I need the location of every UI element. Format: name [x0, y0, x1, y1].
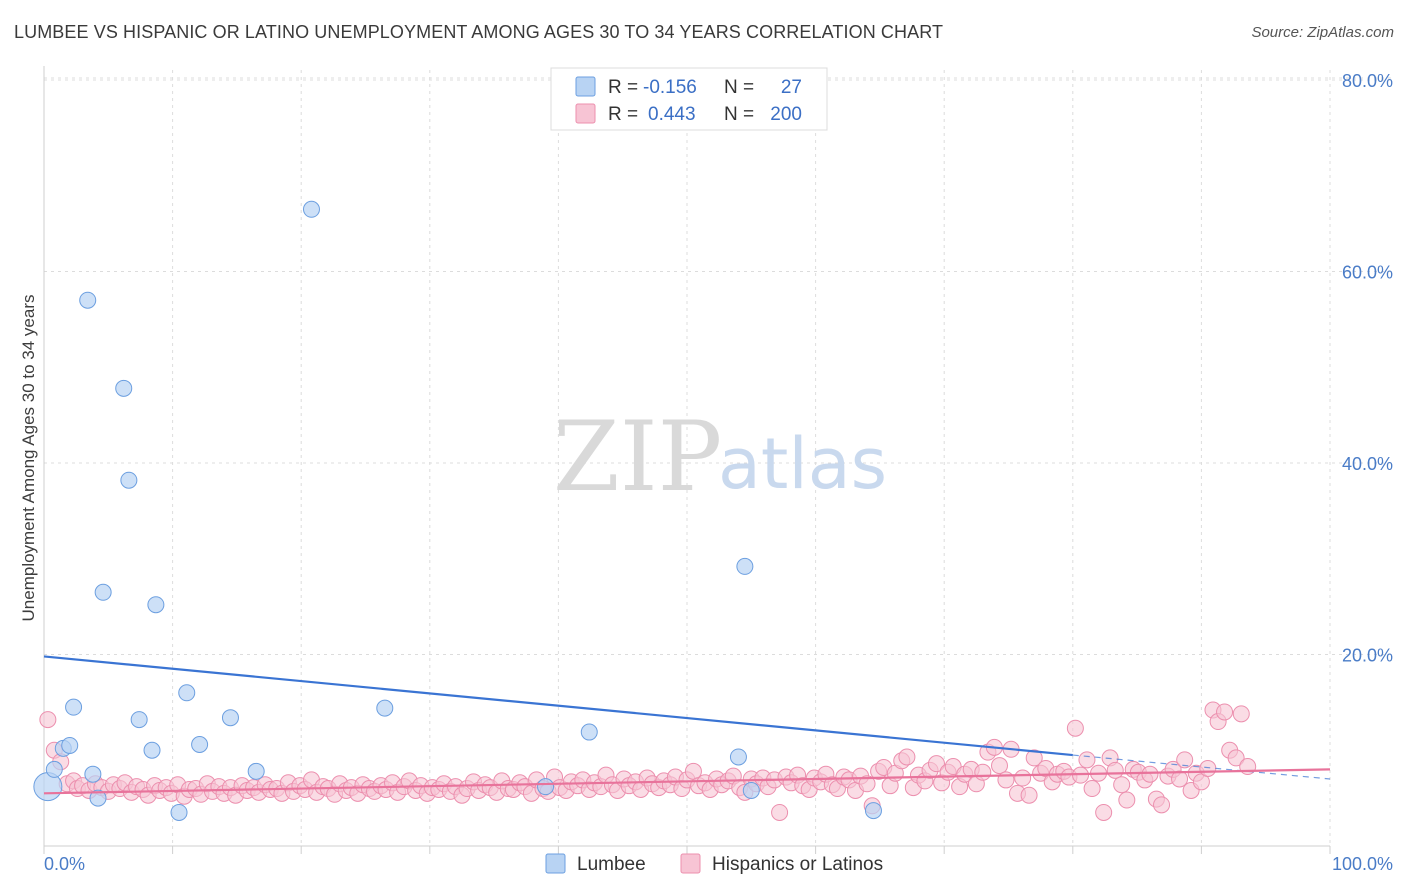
source-credit: Source: ZipAtlas.com	[1251, 24, 1394, 41]
hispanics-point	[1232, 705, 1250, 723]
lumbee-point	[45, 760, 63, 778]
hispanics-point	[858, 775, 876, 793]
lumbee-point	[130, 711, 148, 729]
hispanics-point	[974, 763, 992, 781]
lumbee-point	[247, 762, 265, 780]
stats-legend: R = -0.156 N = 27 R = 0.443 N = 200	[550, 67, 828, 131]
series-lumbee-points	[33, 200, 882, 821]
y-tick-label: 60.0%	[1342, 263, 1393, 283]
hispanics-point	[1095, 803, 1113, 821]
series-legend-label-hispanics: Hispanics or Latinos	[712, 854, 883, 875]
hispanics-point	[1020, 786, 1038, 804]
hispanics-point	[1106, 761, 1124, 779]
series-legend-swatch-lumbee	[545, 853, 566, 874]
hispanics-trend-line	[43, 768, 1331, 795]
lumbee-point	[94, 583, 112, 601]
stats-legend-r-label-hispanics: R =	[608, 104, 638, 125]
trend-lines	[43, 655, 1331, 795]
watermark-atlas: atlas	[718, 423, 887, 505]
stats-legend-n-label-lumbee: N =	[724, 77, 754, 98]
lumbee-point	[120, 471, 138, 489]
hispanics-point	[1227, 749, 1245, 767]
hispanics-point	[990, 757, 1008, 775]
hispanics-point	[1078, 751, 1096, 769]
stats-legend-r-label-lumbee: R =	[608, 77, 638, 98]
stats-legend-swatch-hispanics	[575, 103, 596, 124]
x-tick-labels: 0.0% 100.0%	[44, 854, 1393, 874]
series-legend-swatch-hispanics	[680, 853, 701, 874]
x-tick-label-max: 100.0%	[1332, 854, 1393, 874]
hispanics-point	[1113, 776, 1131, 794]
hispanics-point	[1083, 780, 1101, 798]
hispanics-point	[1153, 796, 1171, 814]
hispanics-point	[1141, 765, 1159, 783]
hispanics-point	[1176, 751, 1194, 769]
series-legend-label-lumbee: Lumbee	[577, 854, 646, 875]
watermark: ZIP atlas	[553, 401, 887, 513]
stats-legend-n-value-hispanics: 200	[770, 104, 802, 125]
lumbee-point	[221, 709, 239, 727]
y-axis-label: Unemployment Among Ages 30 to 34 years	[19, 295, 38, 622]
y-tick-labels: 20.0% 40.0% 60.0% 80.0%	[1342, 71, 1393, 666]
watermark-zip: ZIP	[553, 401, 722, 513]
lumbee-point	[736, 557, 754, 575]
hispanics-point	[1199, 759, 1217, 777]
y-tick-label: 20.0%	[1342, 646, 1393, 666]
y-tick-label: 80.0%	[1342, 71, 1393, 91]
stats-legend-n-label-hispanics: N =	[724, 104, 754, 125]
lumbee-point	[79, 291, 97, 309]
stats-legend-box	[550, 67, 828, 131]
hispanics-point	[898, 748, 916, 766]
lumbee-point	[84, 765, 102, 783]
lumbee-point	[147, 596, 165, 614]
lumbee-point	[89, 789, 107, 807]
series-legend: Lumbee Hispanics or Latinos	[545, 853, 883, 875]
lumbee-point	[537, 778, 555, 796]
lumbee-point	[302, 200, 320, 218]
lumbee-point	[742, 781, 760, 799]
lumbee-point	[143, 741, 161, 759]
lumbee-point	[376, 699, 394, 717]
chart-title: LUMBEE VS HISPANIC OR LATINO UNEMPLOYMEN…	[14, 22, 944, 42]
stats-legend-r-value-hispanics: 0.443	[648, 104, 696, 125]
y-tick-label: 40.0%	[1342, 454, 1393, 474]
stats-legend-n-value-lumbee: 27	[781, 77, 802, 98]
hispanics-point	[927, 755, 945, 773]
hispanics-point	[1066, 719, 1084, 737]
lumbee-point	[178, 684, 196, 702]
stats-legend-swatch-lumbee	[575, 76, 596, 97]
stats-legend-r-value-lumbee: -0.156	[643, 77, 697, 98]
hispanics-point	[1171, 770, 1189, 788]
hispanics-point	[39, 711, 57, 729]
lumbee-point	[170, 803, 188, 821]
hispanics-point	[771, 803, 789, 821]
lumbee-point	[729, 748, 747, 766]
lumbee-trend-line	[43, 655, 1073, 757]
lumbee-point	[115, 379, 133, 397]
lumbee-point	[864, 802, 882, 820]
lumbee-point	[191, 736, 209, 754]
hispanics-point	[1216, 703, 1234, 721]
hispanics-point	[1118, 791, 1136, 809]
hispanics-point	[1014, 769, 1032, 787]
x-tick-label-min: 0.0%	[44, 854, 85, 874]
series-hispanics-points	[39, 701, 1257, 821]
hispanics-point	[1025, 749, 1043, 767]
lumbee-point	[65, 698, 83, 716]
lumbee-point	[61, 736, 79, 754]
lumbee-point	[580, 723, 598, 741]
